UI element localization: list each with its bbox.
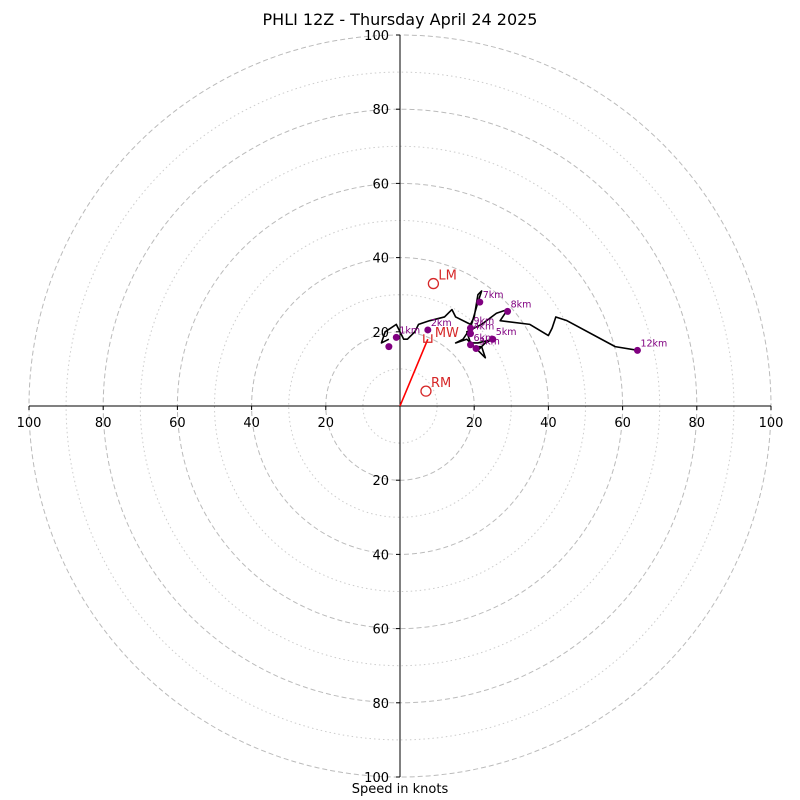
height-marker-dot <box>466 330 474 338</box>
height-marker-label: 12km <box>640 338 667 349</box>
hodograph-trace <box>380 290 638 359</box>
height-marker-dot <box>504 307 512 315</box>
y-tick-label: 60 <box>372 177 389 192</box>
mean-wind-label: MW <box>435 326 459 341</box>
storm-motion-markers: LM RM MW <box>420 269 459 397</box>
height-marker-label: 4km <box>473 322 494 333</box>
shear-vector-group <box>399 338 429 407</box>
x-tick-label: 100 <box>759 416 784 431</box>
y-tick-label: 80 <box>372 697 389 712</box>
x-tick-label: 20 <box>318 416 335 431</box>
height-marker-dot <box>633 346 641 354</box>
height-marker-label: 3km <box>479 336 500 347</box>
y-tick-label: 20 <box>372 326 389 341</box>
height-marker-label: 1km <box>399 325 420 336</box>
chart-title: PHLI 12Z - Thursday April 24 2025 <box>262 10 538 29</box>
mean-wind-marker <box>423 334 433 343</box>
height-marker-label: 7km <box>483 290 504 301</box>
height-marker-label: 5km <box>496 327 517 338</box>
height-marker-label: 2km <box>431 318 452 329</box>
height-marker-dot <box>424 326 432 334</box>
y-tick-label: 100 <box>364 771 389 786</box>
left-mover-marker <box>427 277 440 290</box>
height-marker-label: 8km <box>511 299 532 310</box>
y-tick-label: 100 <box>364 29 389 44</box>
right-mover-marker <box>420 385 432 397</box>
height-marker-label: 6km <box>473 333 494 344</box>
y-tick-label: 60 <box>372 623 389 638</box>
x-tick-label: 60 <box>614 416 631 431</box>
right-mover-label: RM <box>431 376 451 391</box>
x-tick-label: 100 <box>17 416 42 431</box>
height-marker-dot <box>489 335 497 343</box>
y-tick-label: 40 <box>372 548 389 563</box>
hodograph-trace-group <box>380 290 638 359</box>
x-tick-label: 80 <box>95 416 112 431</box>
height-marker-dot <box>466 324 474 332</box>
left-mover-label: LM <box>438 269 456 284</box>
y-tick-label: 80 <box>372 103 389 118</box>
height-marker-dot <box>472 344 480 352</box>
x-axis-label: Speed in knots <box>351 782 449 797</box>
y-tick-label: 40 <box>372 252 389 267</box>
shear-vector-line <box>399 338 429 407</box>
x-tick-label: 80 <box>689 416 706 431</box>
tick-labels: 100 100 80 80 60 60 40 40 20 20 20 20 40 40 60 60 80 80 10… <box>17 29 784 786</box>
height-marker-dot <box>392 333 400 341</box>
height-marker-dot <box>385 343 393 351</box>
height-marker-dot <box>466 341 474 349</box>
height-marker-dot <box>476 298 484 306</box>
x-tick-label: 20 <box>466 416 483 431</box>
y-tick-label: 20 <box>372 474 389 489</box>
x-tick-label: 40 <box>243 416 260 431</box>
x-tick-label: 60 <box>169 416 186 431</box>
x-tick-label: 40 <box>540 416 557 431</box>
height-marker-label: 9km <box>473 316 494 327</box>
